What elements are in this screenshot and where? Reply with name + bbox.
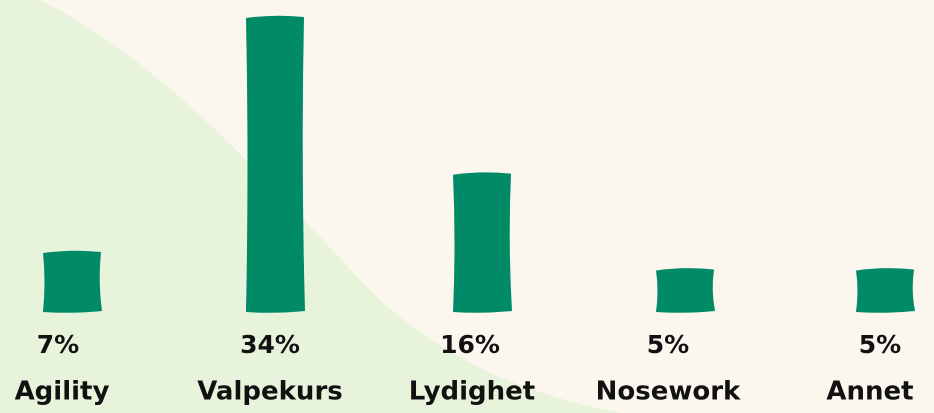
value-label: 7% bbox=[37, 330, 79, 359]
bar bbox=[246, 15, 305, 313]
bar bbox=[43, 250, 102, 313]
background-shape bbox=[0, 0, 620, 413]
value-label: 34% bbox=[240, 330, 300, 359]
category-label: Nosework bbox=[596, 377, 741, 407]
category-label: Valpekurs bbox=[197, 377, 343, 407]
category-label: Lydighet bbox=[409, 377, 535, 407]
value-label: 5% bbox=[647, 330, 689, 359]
bar bbox=[453, 172, 512, 313]
value-label: 5% bbox=[859, 330, 901, 359]
bar bbox=[656, 268, 715, 313]
value-label: 16% bbox=[440, 330, 500, 359]
category-label: Agility bbox=[15, 377, 110, 407]
bar bbox=[856, 268, 915, 313]
category-label: Annet bbox=[826, 377, 913, 407]
